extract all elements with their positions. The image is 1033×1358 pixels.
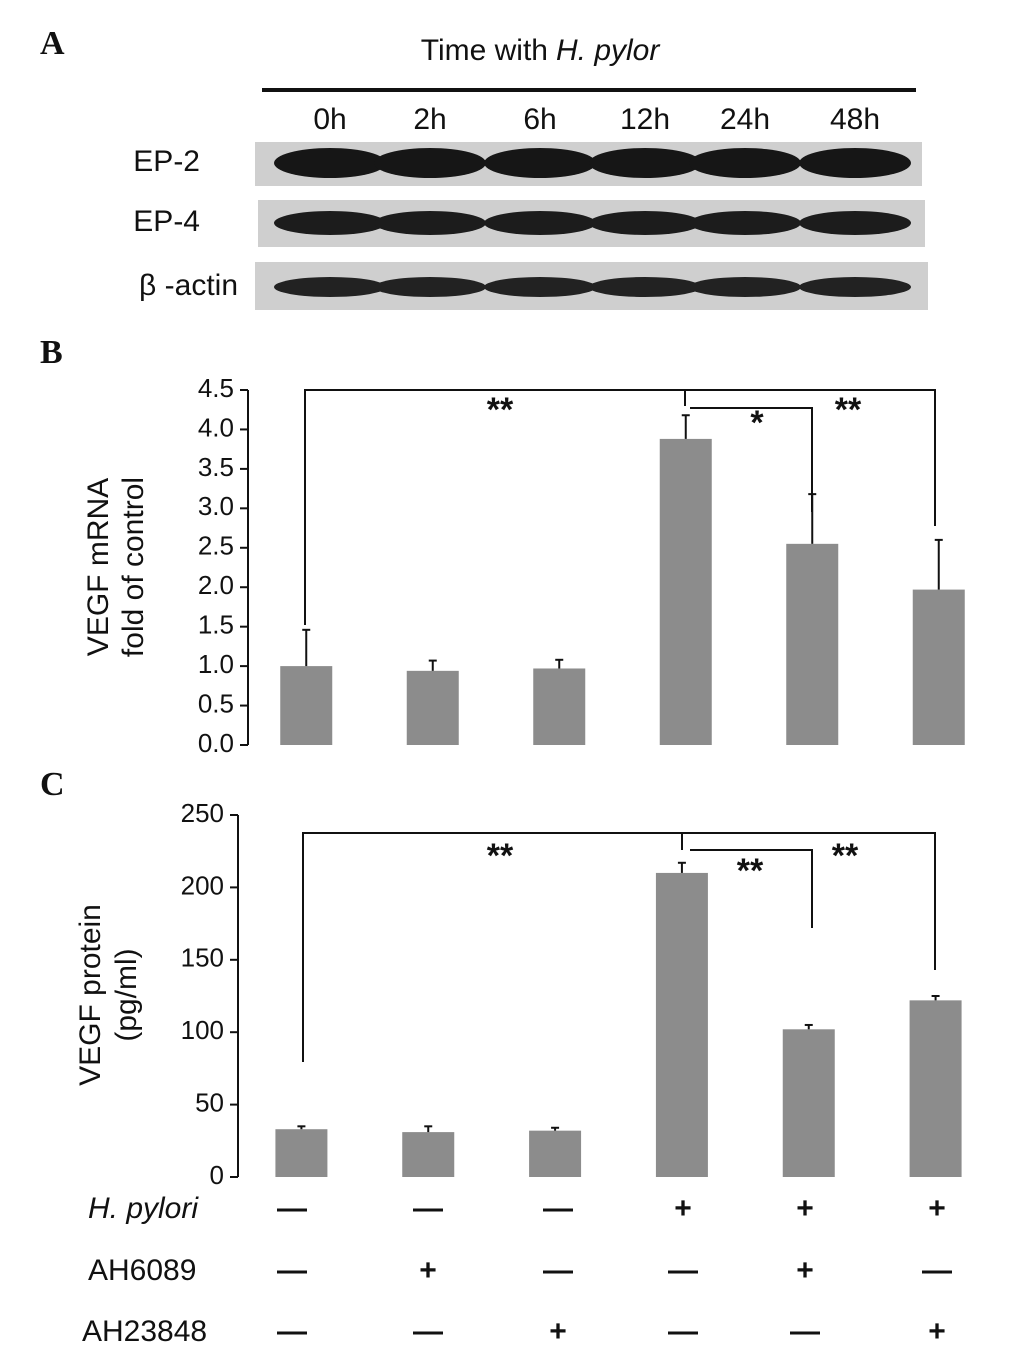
bar bbox=[529, 1130, 582, 1177]
blot-band bbox=[374, 211, 486, 235]
blot-title: Time with bbox=[421, 34, 548, 67]
y-tick-label: 1.5 bbox=[198, 610, 234, 640]
blot-band bbox=[689, 148, 801, 178]
bar bbox=[782, 1029, 835, 1177]
y-tick-label: 0 bbox=[210, 1160, 224, 1190]
blot-row-label: β -actin bbox=[139, 269, 238, 302]
y-tick-label: 2.5 bbox=[198, 531, 234, 561]
y-tick-label: 0.0 bbox=[198, 728, 234, 758]
y-tick-label: 3.0 bbox=[198, 491, 234, 521]
condition-label: AH23848 bbox=[82, 1315, 207, 1348]
blot-band bbox=[274, 277, 386, 297]
bar bbox=[406, 670, 459, 745]
bracket bbox=[302, 832, 936, 1062]
blot-row-label: EP-4 bbox=[133, 205, 200, 238]
significance: ** bbox=[832, 837, 859, 875]
bracket bbox=[690, 849, 813, 928]
condition-sign: — bbox=[277, 1254, 307, 1287]
blot-band bbox=[374, 277, 486, 297]
bar bbox=[533, 668, 586, 745]
y-axis-label: VEGF mRNA bbox=[82, 478, 115, 656]
y-tick-label: 250 bbox=[181, 798, 224, 828]
condition-sign: — bbox=[790, 1315, 820, 1348]
blot-band bbox=[689, 211, 801, 235]
condition-sign: — bbox=[543, 1192, 573, 1225]
blot-band bbox=[484, 148, 596, 178]
condition-sign: — bbox=[668, 1254, 698, 1287]
condition-sign: — bbox=[277, 1192, 307, 1225]
bar bbox=[275, 1129, 328, 1177]
condition-sign: + bbox=[796, 1254, 814, 1287]
lane-label: 48h bbox=[830, 103, 880, 136]
panel-label: C bbox=[40, 766, 65, 803]
condition-sign: + bbox=[419, 1254, 437, 1287]
significance: ** bbox=[487, 837, 514, 875]
condition-sign: + bbox=[928, 1192, 946, 1225]
y-tick-label: 4.0 bbox=[198, 412, 234, 442]
y-tick-label: 2.0 bbox=[198, 570, 234, 600]
condition-sign: + bbox=[549, 1315, 567, 1348]
y-tick-label: 4.5 bbox=[198, 373, 234, 403]
lane-label: 12h bbox=[620, 103, 670, 136]
blot-band bbox=[589, 148, 701, 178]
significance: ** bbox=[487, 391, 514, 429]
bar bbox=[655, 872, 708, 1177]
bar bbox=[786, 543, 839, 745]
bar bbox=[909, 1000, 962, 1177]
lane-label: 2h bbox=[413, 103, 446, 136]
condition-sign: + bbox=[796, 1192, 814, 1225]
bar bbox=[280, 666, 333, 745]
condition-sign: — bbox=[543, 1254, 573, 1287]
y-axis-label: (pg/ml) bbox=[110, 948, 143, 1041]
condition-sign: — bbox=[277, 1315, 307, 1348]
blot-title-italic: H. pylor bbox=[556, 34, 660, 67]
condition-label: AH6089 bbox=[88, 1254, 196, 1287]
blot-band bbox=[274, 148, 386, 178]
blot-band bbox=[689, 277, 801, 297]
blot-band bbox=[799, 277, 911, 297]
y-axis-label: fold of control bbox=[117, 477, 150, 657]
condition-sign: — bbox=[413, 1315, 443, 1348]
blot-band bbox=[589, 277, 701, 297]
bracket bbox=[304, 389, 936, 625]
bar bbox=[659, 438, 712, 745]
condition-sign: — bbox=[922, 1254, 952, 1287]
lane-label: 0h bbox=[313, 103, 346, 136]
y-axis-label: VEGF protein bbox=[74, 904, 107, 1086]
lane-label: 6h bbox=[523, 103, 556, 136]
blot-band bbox=[484, 211, 596, 235]
blot-band bbox=[589, 211, 701, 235]
blot-band bbox=[799, 211, 911, 235]
y-tick-label: 0.5 bbox=[198, 688, 234, 718]
y-tick-label: 150 bbox=[181, 943, 224, 973]
blot-band bbox=[484, 277, 596, 297]
condition-sign: — bbox=[668, 1315, 698, 1348]
blot-band bbox=[374, 148, 486, 178]
bar bbox=[912, 589, 965, 745]
condition-sign: — bbox=[413, 1192, 443, 1225]
y-tick-label: 200 bbox=[181, 870, 224, 900]
bar bbox=[402, 1132, 455, 1177]
condition-sign: + bbox=[928, 1315, 946, 1348]
y-tick-label: 3.5 bbox=[198, 452, 234, 482]
blot-band bbox=[274, 211, 386, 235]
significance: ** bbox=[835, 391, 862, 429]
panel-label: A bbox=[40, 25, 65, 62]
y-tick-label: 50 bbox=[195, 1087, 224, 1117]
condition-label: H. pylori bbox=[88, 1192, 199, 1225]
condition-sign: + bbox=[674, 1192, 692, 1225]
bracket bbox=[690, 407, 813, 512]
y-tick-label: 1.0 bbox=[198, 649, 234, 679]
blot-row-label: EP-2 bbox=[133, 145, 200, 178]
lane-label: 24h bbox=[720, 103, 770, 136]
panel-label: B bbox=[40, 334, 63, 371]
blot-band bbox=[799, 148, 911, 178]
significance: * bbox=[750, 404, 764, 442]
y-tick-label: 100 bbox=[181, 1015, 224, 1045]
significance: ** bbox=[737, 852, 764, 890]
